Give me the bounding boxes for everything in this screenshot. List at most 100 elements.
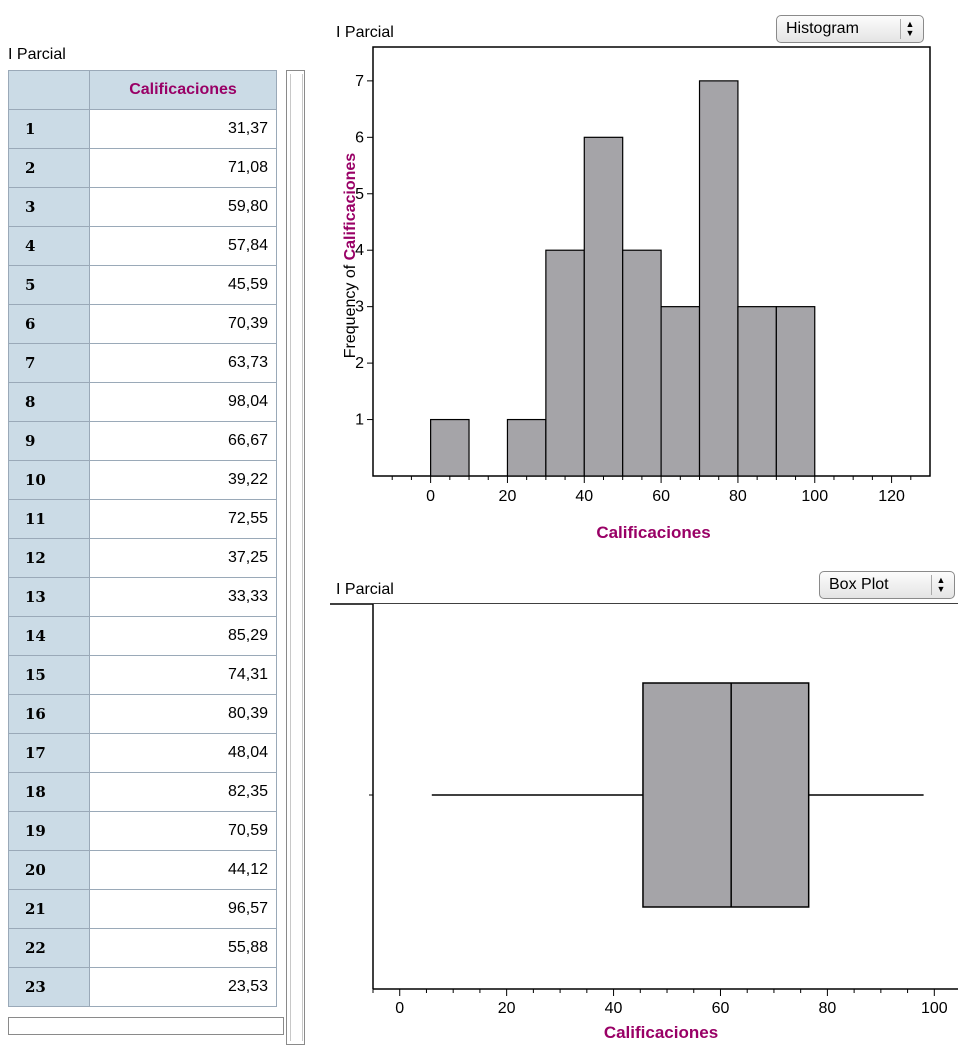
cell-value[interactable]: 48,04 xyxy=(89,733,277,773)
row-index[interactable]: 5 xyxy=(8,265,90,305)
x-tick-label: 40 xyxy=(575,488,593,505)
x-tick-label: 100 xyxy=(921,1000,948,1017)
graph-type-popup-boxplot[interactable]: Box Plot ▲ ▼ xyxy=(819,571,955,599)
case-table: Calificaciones 1 31,37 2 71,08 3 59,80 4 57,84 5… xyxy=(8,70,308,1045)
cell-value[interactable]: 63,73 xyxy=(89,343,277,383)
cell-value[interactable]: 33,33 xyxy=(89,577,277,617)
table-row[interactable]: 11 72,55 xyxy=(8,499,277,539)
table-row[interactable]: 21 96,57 xyxy=(8,889,277,929)
y-axis-label: Frequency of Calificaciones xyxy=(342,153,359,359)
graph-type-popup-histogram[interactable]: Histogram ▲ ▼ xyxy=(776,15,924,43)
row-index[interactable]: 12 xyxy=(8,538,90,578)
cell-value[interactable]: 55,88 xyxy=(89,928,277,968)
horizontal-scrollbar[interactable] xyxy=(8,1017,284,1035)
cell-value[interactable]: 66,67 xyxy=(89,421,277,461)
row-index[interactable]: 14 xyxy=(8,616,90,656)
table-row[interactable]: 7 63,73 xyxy=(8,343,277,383)
x-tick-label: 80 xyxy=(818,1000,836,1017)
cell-value[interactable]: 23,53 xyxy=(89,967,277,1007)
table-row[interactable]: 23 23,53 xyxy=(8,967,277,1007)
y-tick-label: 2 xyxy=(355,355,364,372)
table-row[interactable]: 5 45,59 xyxy=(8,265,277,305)
cell-value[interactable]: 57,84 xyxy=(89,226,277,266)
cell-value[interactable]: 71,08 xyxy=(89,148,277,188)
cell-value[interactable]: 98,04 xyxy=(89,382,277,422)
y-tick-label: 6 xyxy=(355,129,364,146)
table-row[interactable]: 8 98,04 xyxy=(8,382,277,422)
table-row[interactable]: 20 44,12 xyxy=(8,850,277,890)
table-row[interactable]: 14 85,29 xyxy=(8,616,277,656)
cell-value[interactable]: 39,22 xyxy=(89,460,277,500)
histogram-bar xyxy=(698,80,739,477)
cell-value[interactable]: 70,39 xyxy=(89,304,277,344)
table-title: I Parcial xyxy=(8,46,66,63)
x-tick-label: 40 xyxy=(605,1000,623,1017)
boxplot-title: I Parcial xyxy=(336,581,394,598)
popup-label: Histogram xyxy=(786,20,859,37)
vertical-scrollbar[interactable] xyxy=(286,70,305,1045)
x-tick-label: 60 xyxy=(652,488,670,505)
histogram-bar xyxy=(583,136,624,477)
x-tick-label: 20 xyxy=(498,1000,516,1017)
row-index[interactable]: 22 xyxy=(8,928,90,968)
cell-value[interactable]: 72,55 xyxy=(89,499,277,539)
x-tick-label: 20 xyxy=(499,488,517,505)
histogram-chart: 0 20 40 60 80 100 1201234567CalificacionesFreq… xyxy=(342,46,931,542)
row-index[interactable]: 17 xyxy=(8,733,90,773)
cell-value[interactable]: 85,29 xyxy=(89,616,277,656)
table-row[interactable]: 1 31,37 xyxy=(8,109,277,149)
y-tick-label: 7 xyxy=(355,73,364,90)
row-index[interactable]: 7 xyxy=(8,343,90,383)
histogram-bar xyxy=(430,418,470,477)
x-axis-label: Calificaciones xyxy=(596,523,710,542)
table-row[interactable]: 9 66,67 xyxy=(8,421,277,461)
histogram-bar xyxy=(660,306,701,477)
x-tick-label: 0 xyxy=(426,488,435,505)
y-tick-label: 1 xyxy=(355,412,364,429)
cell-value[interactable]: 96,57 xyxy=(89,889,277,929)
popup-label: Box Plot xyxy=(829,576,889,593)
cell-value[interactable]: 59,80 xyxy=(89,187,277,227)
row-index[interactable]: 9 xyxy=(8,421,90,461)
y-tick-label: 5 xyxy=(355,186,364,203)
table-row[interactable]: 22 55,88 xyxy=(8,928,277,968)
table-row[interactable]: 15 74,31 xyxy=(8,655,277,695)
y-tick-label: 4 xyxy=(355,242,364,259)
histogram-bar xyxy=(775,306,816,477)
x-tick-label: 100 xyxy=(801,488,828,505)
table-row[interactable]: 10 39,22 xyxy=(8,460,277,500)
table-row[interactable]: 6 70,39 xyxy=(8,304,277,344)
y-axis-label-variable: Calificaciones xyxy=(342,153,359,261)
row-index[interactable]: 15 xyxy=(8,655,90,695)
row-index[interactable]: 20 xyxy=(8,850,90,890)
cell-value[interactable]: 44,12 xyxy=(89,850,277,890)
table-row[interactable]: 17 48,04 xyxy=(8,733,277,773)
row-index[interactable]: 23 xyxy=(8,967,90,1007)
row-index[interactable]: 10 xyxy=(8,460,90,500)
histogram-title: I Parcial xyxy=(336,24,394,41)
row-index[interactable]: 3 xyxy=(8,187,90,227)
up-down-arrows-icon: ▲ ▼ xyxy=(900,19,919,39)
x-axis-label: Calificaciones xyxy=(604,1023,718,1042)
table-row[interactable]: 2 71,08 xyxy=(8,148,277,188)
table-row[interactable]: 4 57,84 xyxy=(8,226,277,266)
y-axis-label-prefix: Frequency of xyxy=(342,260,359,358)
row-index[interactable]: 18 xyxy=(8,772,90,812)
x-tick-label: 120 xyxy=(878,488,905,505)
column-header-calificaciones[interactable]: Calificaciones xyxy=(89,70,277,110)
cell-value[interactable]: 82,35 xyxy=(89,772,277,812)
x-tick-label: 0 xyxy=(395,1000,404,1017)
cell-value[interactable]: 74,31 xyxy=(89,655,277,695)
row-index[interactable]: 2 xyxy=(8,148,90,188)
cell-value[interactable]: 31,37 xyxy=(89,109,277,149)
cell-value[interactable]: 45,59 xyxy=(89,265,277,305)
row-index[interactable]: 19 xyxy=(8,811,90,851)
row-index[interactable]: 6 xyxy=(8,304,90,344)
box-iqr xyxy=(642,682,810,908)
table-row[interactable]: 13 33,33 xyxy=(8,577,277,617)
x-tick-label: 80 xyxy=(729,488,747,505)
row-index[interactable]: 4 xyxy=(8,226,90,266)
table-row[interactable]: 18 82,35 xyxy=(8,772,277,812)
table-row[interactable]: 3 59,80 xyxy=(8,187,277,227)
